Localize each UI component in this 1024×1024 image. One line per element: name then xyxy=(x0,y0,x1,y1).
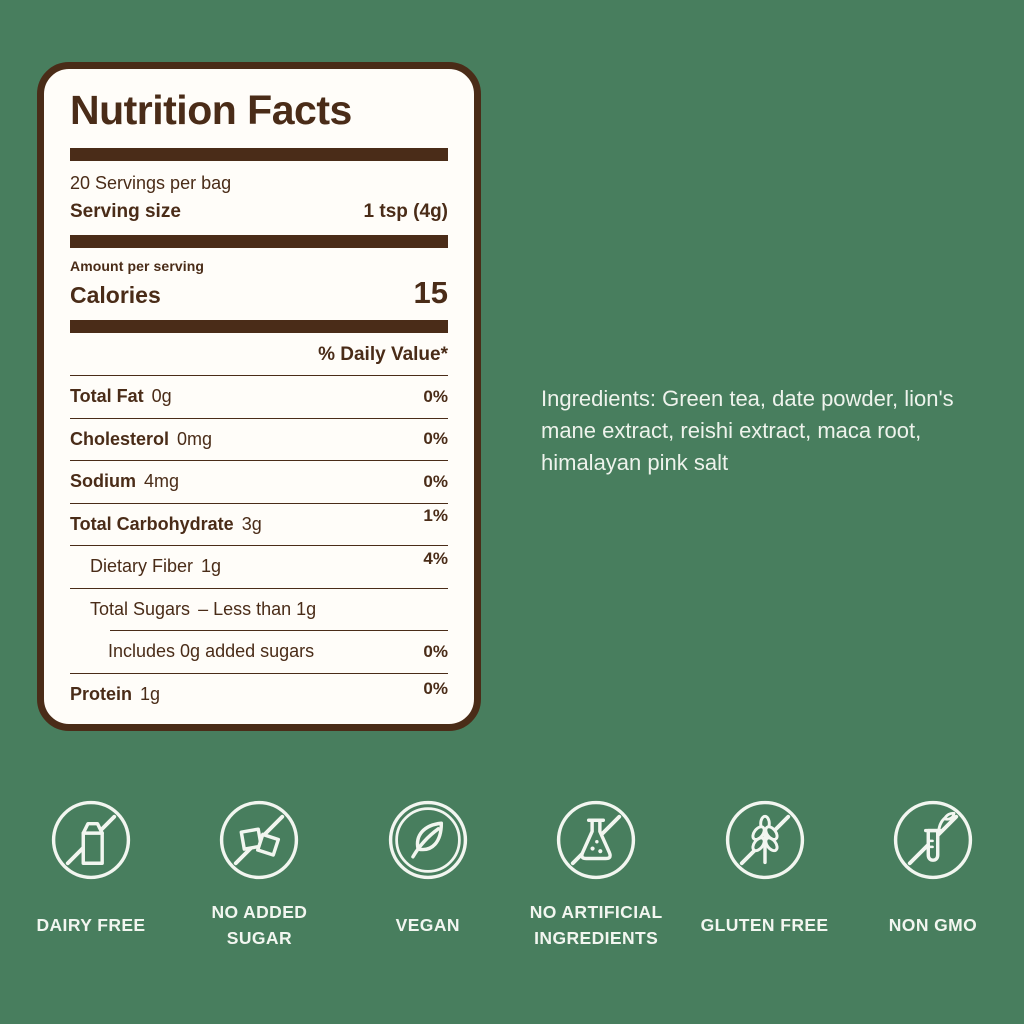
nutrient-name: Protein 1g xyxy=(70,683,161,704)
nutrient-name: Dietary Fiber 1g xyxy=(90,556,222,577)
badge-label: NON GMO xyxy=(888,914,978,935)
divider xyxy=(70,672,448,674)
no-artificial-ingredients-icon xyxy=(557,800,636,880)
divider xyxy=(70,587,448,589)
nutrient-name: Sodium 4mg xyxy=(70,471,180,492)
daily-value-header: % Daily Value* xyxy=(318,344,448,366)
nutrient-daily-value: 4% xyxy=(423,548,448,568)
nutrient-row-protein: Protein 1g 0% xyxy=(70,674,448,716)
nutrient-row-total-fat: Total Fat 0g 0% xyxy=(70,376,448,418)
nutrient-row-total-sugars: Total Sugars – Less than 1g xyxy=(70,589,448,631)
divider-indented xyxy=(110,630,448,632)
vegan-icon xyxy=(388,800,467,880)
nutrient-name: Total Carbohydrate 3g xyxy=(70,513,262,534)
nutrient-daily-value: 0% xyxy=(423,429,448,449)
amount-per-serving-label: Amount per serving xyxy=(70,258,205,275)
nutrient-row-dietary-fiber: Dietary Fiber 1g 4% xyxy=(70,546,448,588)
badge-label: NO ADDED SUGAR xyxy=(211,901,308,948)
nutrient-row-added-sugars: Includes 0g added sugars 0% xyxy=(70,631,448,673)
nutrient-daily-value: 0% xyxy=(423,471,448,491)
badge-vegan: VEGAN xyxy=(350,797,506,953)
divider xyxy=(70,375,448,377)
badge-dairy-free: DAIRY FREE xyxy=(13,797,169,953)
ingredients-text: Ingredients: Green tea, date powder, lio… xyxy=(541,386,954,475)
thick-divider-bar xyxy=(70,148,448,162)
dairy-free-icon xyxy=(51,800,131,880)
nutrient-row-cholesterol: Cholesterol 0mg 0% xyxy=(70,419,448,461)
calories-row: Calories 15 xyxy=(70,275,448,311)
badge-label: VEGAN xyxy=(395,914,460,935)
badge-no-artificial-ingredients: NO ARTIFICIAL INGREDIENTS xyxy=(518,797,674,953)
divider xyxy=(70,417,448,419)
nutrient-daily-value: 1% xyxy=(423,506,448,526)
nutrient-row-total-carbohydrate: Total Carbohydrate 3g 1% xyxy=(70,504,448,546)
nutrition-facts-title: Nutrition Facts xyxy=(70,87,352,133)
nutrient-name: Total Sugars – Less than 1g xyxy=(90,598,317,619)
nutrient-daily-value: 0% xyxy=(423,386,448,406)
serving-size-value: 1 tsp (4g) xyxy=(363,201,448,223)
serving-size-label: Serving size xyxy=(70,201,181,223)
calories-value: 15 xyxy=(413,275,448,311)
badge-gluten-free: GLUTEN FREE xyxy=(687,797,843,953)
divider xyxy=(70,545,448,547)
dietary-badges-row: DAIRY FREE NO ADDED SUGAR VEGAN xyxy=(0,797,1024,953)
no-added-sugar-icon xyxy=(220,800,299,880)
badge-non-gmo: NON GMO xyxy=(855,797,1011,953)
nutrition-facts-label: Nutrition Facts 20 Servings per bag Serv… xyxy=(37,62,481,731)
gluten-free-icon xyxy=(725,800,804,880)
nutrient-table: Total Fat 0g 0% Cholesterol 0mg 0% Sodium 4… xyxy=(70,375,448,715)
badge-label: NO ARTIFICIAL INGREDIENTS xyxy=(529,901,663,948)
nutrient-daily-value: 0% xyxy=(423,641,448,661)
nutrient-daily-value: 0% xyxy=(423,679,448,699)
thick-divider-bar xyxy=(70,320,448,334)
badge-no-added-sugar: NO ADDED SUGAR xyxy=(181,797,337,953)
nutrient-name: Includes 0g added sugars xyxy=(108,641,315,662)
non-gmo-icon xyxy=(893,800,973,880)
badge-label: DAIRY FREE xyxy=(36,914,146,935)
servings-per-container: 20 Servings per bag xyxy=(70,173,232,194)
serving-size-row: Serving size 1 tsp (4g) xyxy=(70,201,448,223)
calories-label: Calories xyxy=(70,282,161,309)
divider xyxy=(70,502,448,504)
thick-divider-bar xyxy=(70,235,448,249)
badge-label: GLUTEN FREE xyxy=(700,914,829,935)
nutrient-row-sodium: Sodium 4mg 0% xyxy=(70,461,448,503)
nutrient-name: Total Fat 0g xyxy=(70,386,172,407)
divider xyxy=(70,460,448,462)
nutrient-name: Cholesterol 0mg xyxy=(70,428,213,449)
